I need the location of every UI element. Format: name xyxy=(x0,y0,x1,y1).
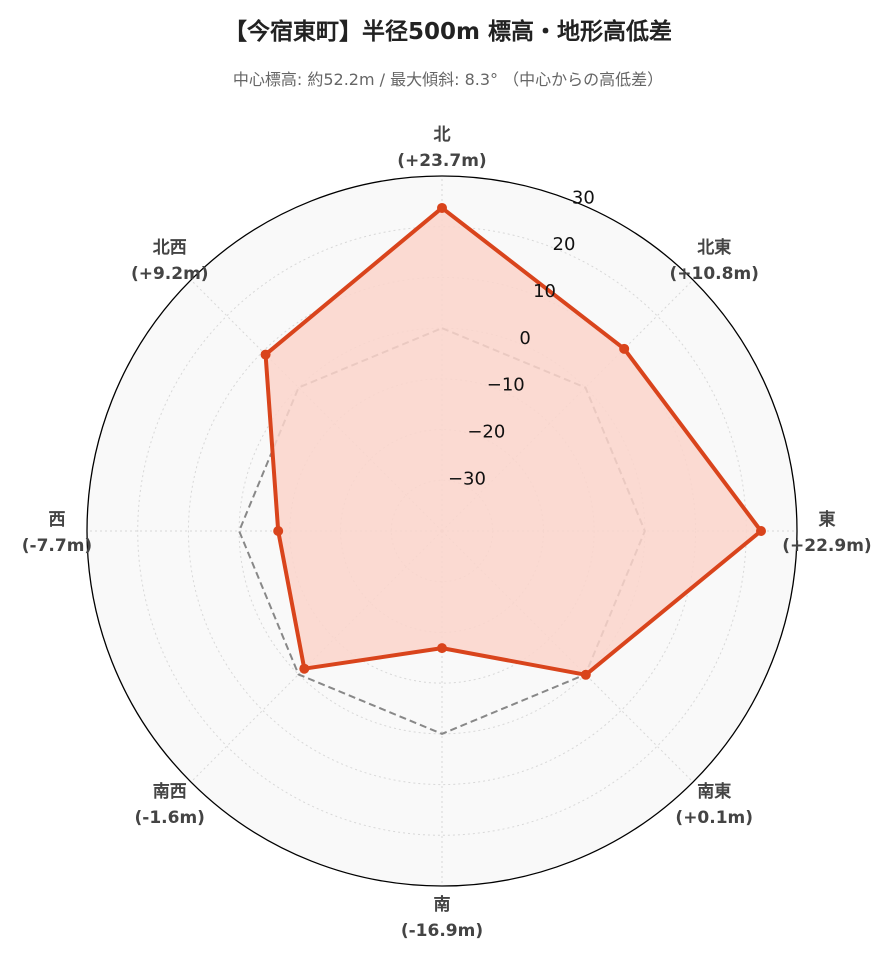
direction-label: 南東 xyxy=(697,781,731,802)
direction-label: 南西 xyxy=(153,781,187,802)
r-tick-label: 10 xyxy=(533,281,556,302)
direction-value-label: (-1.6m) xyxy=(135,808,205,828)
direction-value-label: (+10.8m) xyxy=(670,264,759,284)
data-point xyxy=(437,643,447,654)
data-point xyxy=(619,343,630,354)
chart-title: 【今宿東町】半径500m 標高・地形高低差 xyxy=(224,19,672,45)
data-point xyxy=(299,663,310,674)
data-point xyxy=(580,669,591,680)
r-tick-label: −30 xyxy=(448,468,486,489)
direction-labels: 北 (+23.7m) 北東 (+10.8m) 東 (+22.9m) 南東 (+0.1m) 南 (-… xyxy=(22,125,872,941)
data-point xyxy=(260,349,271,360)
grid-spoke xyxy=(441,530,694,783)
data-point xyxy=(273,526,284,536)
data-point xyxy=(755,526,766,536)
data-point xyxy=(437,202,447,213)
grid-spoke xyxy=(190,530,443,783)
direction-label: 南 xyxy=(434,894,451,915)
direction-value-label: (+23.7m) xyxy=(397,151,486,171)
direction-value-label: (-7.7m) xyxy=(22,536,92,556)
series-layer xyxy=(260,202,766,680)
polar-frame xyxy=(86,175,798,887)
r-tick-label: 20 xyxy=(553,234,576,255)
series-fill xyxy=(265,207,761,675)
direction-label: 西 xyxy=(49,510,66,530)
r-tick-label: −20 xyxy=(467,422,505,443)
direction-label: 東 xyxy=(819,509,836,530)
direction-label: 北西 xyxy=(153,238,187,258)
r-tick-labels: −30 −20 −10 0 10 20 30 xyxy=(448,187,595,489)
direction-value-label: (-16.9m) xyxy=(401,921,483,941)
grid-spoke xyxy=(190,279,443,532)
direction-value-label: (+0.1m) xyxy=(675,808,753,828)
chart-subtitle: 中心標高: 約52.2m / 最大傾斜: 8.3° （中心からの高低差） xyxy=(232,70,664,89)
direction-value-label: (+22.9m) xyxy=(782,536,871,556)
grid-spoke xyxy=(441,279,694,532)
direction-label: 北東 xyxy=(697,237,731,258)
r-tick-label: 30 xyxy=(572,187,595,208)
r-tick-label: 0 xyxy=(519,328,530,349)
r-tick-label: −10 xyxy=(487,375,525,396)
direction-label: 北 xyxy=(434,125,451,145)
direction-value-label: (+9.2m) xyxy=(131,264,209,284)
